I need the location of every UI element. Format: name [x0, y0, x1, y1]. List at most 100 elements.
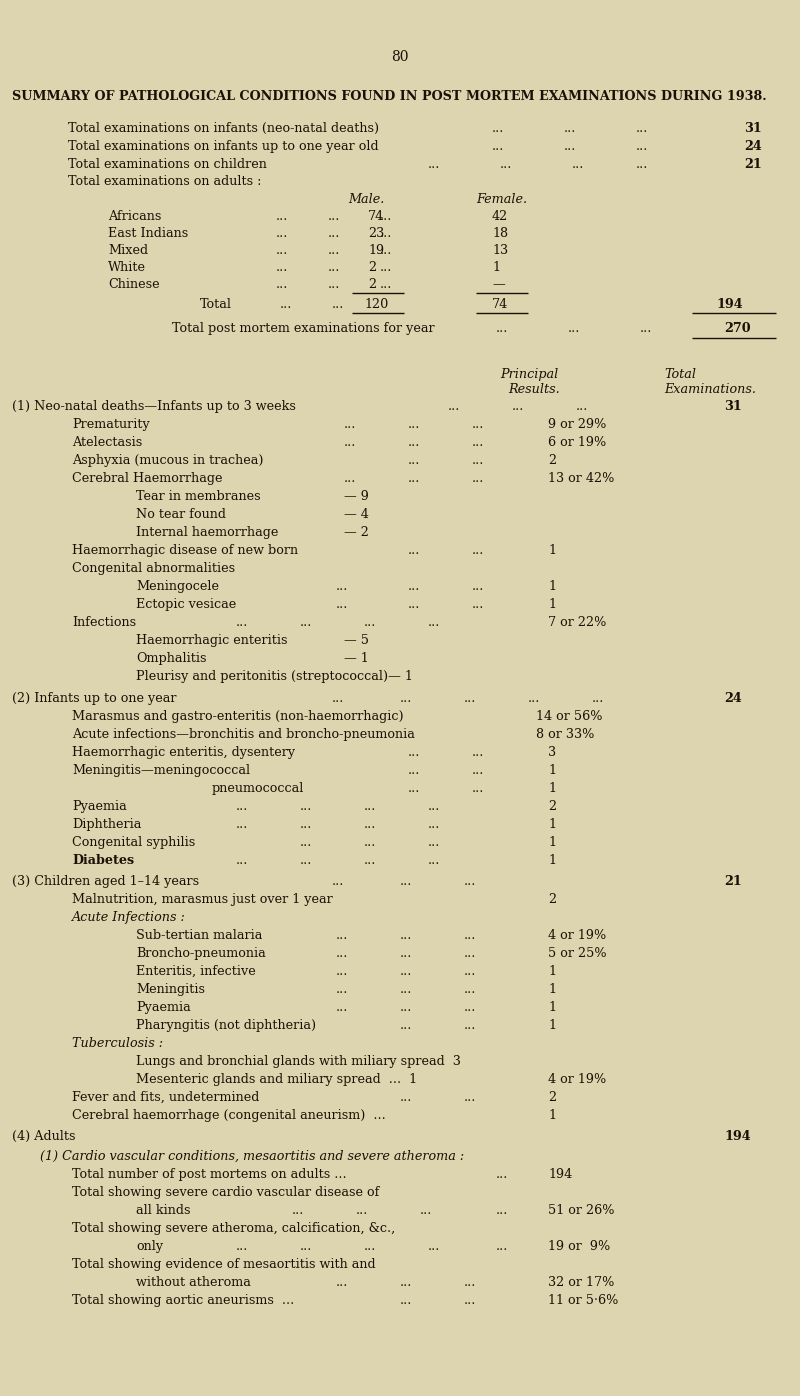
Text: Mesenteric glands and miliary spread  ...  1: Mesenteric glands and miliary spread ...… [136, 1074, 417, 1086]
Text: ...: ... [492, 121, 504, 135]
Text: ...: ... [400, 1276, 412, 1289]
Text: SUMMARY OF PATHOLOGICAL CONDITIONS FOUND IN POST MORTEM EXAMINATIONS DURING 1938: SUMMARY OF PATHOLOGICAL CONDITIONS FOUND… [12, 89, 766, 103]
Text: ...: ... [464, 1019, 476, 1032]
Text: — 4: — 4 [344, 508, 369, 521]
Text: all kinds: all kinds [136, 1203, 190, 1217]
Text: ...: ... [564, 121, 576, 135]
Text: ...: ... [364, 1240, 376, 1254]
Text: ...: ... [464, 875, 476, 888]
Text: ...: ... [380, 209, 392, 223]
Text: ...: ... [364, 616, 376, 630]
Text: (1) Neo-natal deaths—Infants up to 3 weeks: (1) Neo-natal deaths—Infants up to 3 wee… [12, 401, 296, 413]
Text: ...: ... [276, 244, 288, 257]
Text: No tear found: No tear found [136, 508, 226, 521]
Text: 21: 21 [744, 158, 762, 170]
Text: ...: ... [568, 322, 580, 335]
Text: Total showing severe cardio vascular disease of: Total showing severe cardio vascular dis… [72, 1187, 379, 1199]
Text: Cerebral haemorrhage (congenital aneurism)  ...: Cerebral haemorrhage (congenital aneuris… [72, 1108, 386, 1122]
Text: Meningocele: Meningocele [136, 579, 219, 593]
Text: ...: ... [428, 818, 440, 831]
Text: ...: ... [464, 692, 476, 705]
Text: ...: ... [428, 836, 440, 849]
Text: 1: 1 [548, 1001, 556, 1013]
Text: 194: 194 [716, 297, 742, 311]
Text: Tear in membranes: Tear in membranes [136, 490, 261, 503]
Text: ...: ... [300, 800, 312, 812]
Text: 2: 2 [548, 800, 556, 812]
Text: Prematurity: Prematurity [72, 417, 150, 431]
Text: 19 or  9%: 19 or 9% [548, 1240, 610, 1254]
Text: Broncho-pneumonia: Broncho-pneumonia [136, 946, 266, 960]
Text: 31: 31 [724, 401, 742, 413]
Text: 23: 23 [368, 228, 384, 240]
Text: ...: ... [472, 764, 484, 778]
Text: ...: ... [464, 965, 476, 979]
Text: ...: ... [300, 854, 312, 867]
Text: 1: 1 [548, 544, 556, 557]
Text: Malnutrition, marasmus just over 1 year: Malnutrition, marasmus just over 1 year [72, 893, 333, 906]
Text: Total: Total [664, 369, 696, 381]
Text: ...: ... [428, 854, 440, 867]
Text: ...: ... [400, 875, 412, 888]
Text: Chinese: Chinese [108, 278, 160, 290]
Text: 4 or 19%: 4 or 19% [548, 1074, 606, 1086]
Text: Enteritis, infective: Enteritis, infective [136, 965, 256, 979]
Text: ...: ... [464, 1276, 476, 1289]
Text: ...: ... [336, 928, 348, 942]
Text: Total showing aortic aneurisms  ...: Total showing aortic aneurisms ... [72, 1294, 294, 1307]
Text: ...: ... [472, 782, 484, 794]
Text: ...: ... [336, 597, 348, 611]
Text: 1: 1 [548, 983, 556, 995]
Text: Haemorrhagic disease of new born: Haemorrhagic disease of new born [72, 544, 298, 557]
Text: ...: ... [472, 417, 484, 431]
Text: Examinations.: Examinations. [664, 383, 756, 396]
Text: 1: 1 [548, 836, 556, 849]
Text: ...: ... [408, 472, 420, 484]
Text: pneumococcal: pneumococcal [212, 782, 304, 794]
Text: Pyaemia: Pyaemia [72, 800, 126, 812]
Text: Total examinations on infants (neo-natal deaths): Total examinations on infants (neo-natal… [68, 121, 379, 135]
Text: ...: ... [280, 297, 292, 311]
Text: ...: ... [408, 579, 420, 593]
Text: 5 or 25%: 5 or 25% [548, 946, 606, 960]
Text: 2: 2 [548, 893, 556, 906]
Text: ...: ... [464, 1001, 476, 1013]
Text: Sub-tertian malaria: Sub-tertian malaria [136, 928, 262, 942]
Text: ...: ... [428, 800, 440, 812]
Text: (3) Children aged 1–14 years: (3) Children aged 1–14 years [12, 875, 199, 888]
Text: 18: 18 [492, 228, 508, 240]
Text: ...: ... [328, 228, 340, 240]
Text: 24: 24 [724, 692, 742, 705]
Text: Cerebral Haemorrhage: Cerebral Haemorrhage [72, 472, 222, 484]
Text: (4) Adults: (4) Adults [12, 1129, 75, 1143]
Text: ...: ... [464, 1092, 476, 1104]
Text: 1: 1 [548, 818, 556, 831]
Text: 80: 80 [391, 50, 409, 64]
Text: ...: ... [364, 818, 376, 831]
Text: 31: 31 [744, 121, 762, 135]
Text: 74: 74 [492, 297, 508, 311]
Text: 4 or 19%: 4 or 19% [548, 928, 606, 942]
Text: ...: ... [400, 983, 412, 995]
Text: Marasmus and gastro-enteritis (non-haemorrhagic): Marasmus and gastro-enteritis (non-haemo… [72, 711, 404, 723]
Text: ...: ... [276, 209, 288, 223]
Text: ...: ... [428, 1240, 440, 1254]
Text: ...: ... [408, 544, 420, 557]
Text: ...: ... [472, 579, 484, 593]
Text: 1: 1 [548, 1108, 556, 1122]
Text: Fever and fits, undetermined: Fever and fits, undetermined [72, 1092, 259, 1104]
Text: 19: 19 [368, 244, 384, 257]
Text: ...: ... [400, 1092, 412, 1104]
Text: 13: 13 [492, 244, 508, 257]
Text: ...: ... [332, 692, 344, 705]
Text: 2: 2 [368, 278, 376, 290]
Text: Pharyngitis (not diphtheria): Pharyngitis (not diphtheria) [136, 1019, 316, 1032]
Text: without atheroma: without atheroma [136, 1276, 251, 1289]
Text: ...: ... [400, 965, 412, 979]
Text: ...: ... [636, 121, 648, 135]
Text: 32 or 17%: 32 or 17% [548, 1276, 614, 1289]
Text: ...: ... [236, 818, 248, 831]
Text: White: White [108, 261, 146, 274]
Text: ...: ... [336, 965, 348, 979]
Text: ...: ... [300, 1240, 312, 1254]
